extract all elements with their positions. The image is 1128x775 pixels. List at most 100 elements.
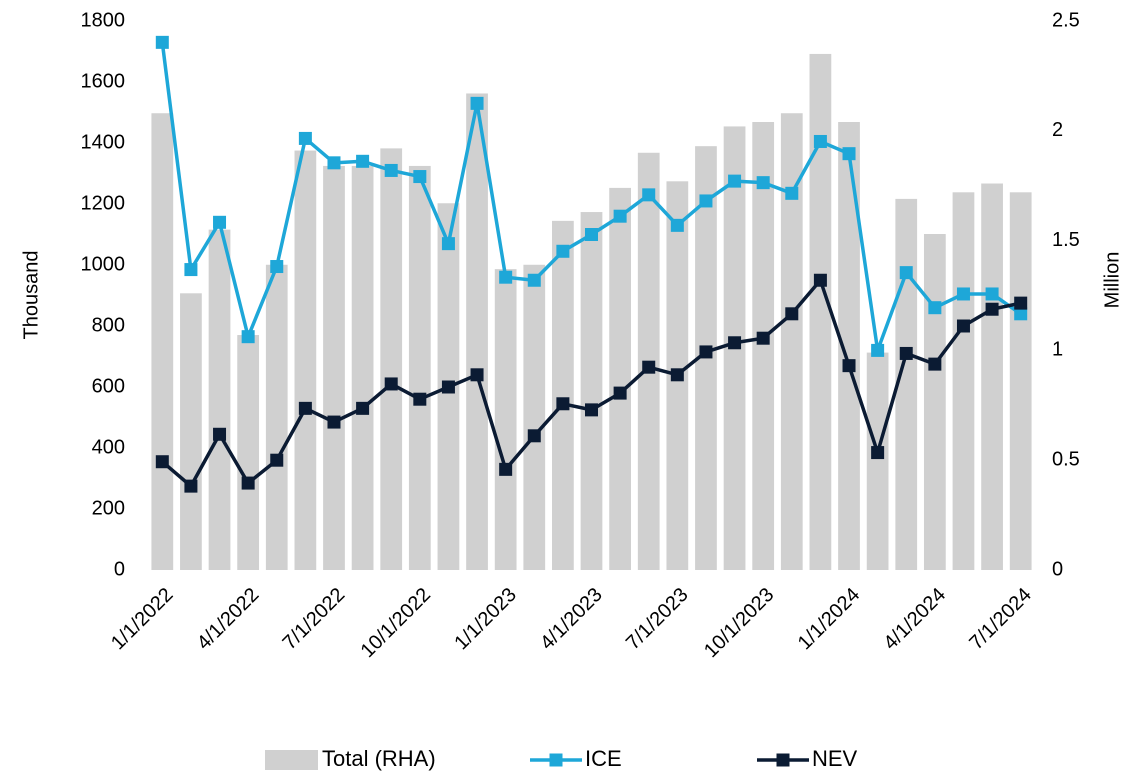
y2-tick-label: 2 [1052,119,1063,141]
marker [642,188,656,202]
marker [899,266,913,280]
marker [899,346,913,360]
marker [956,287,970,301]
marker [871,446,885,460]
x-tick-label: 7/1/2022 [279,584,350,655]
y-tick-label: 200 [92,497,125,519]
marker [756,331,770,345]
marker [298,131,312,145]
marker [813,134,827,148]
bars [151,53,1032,571]
bar [494,269,517,570]
bar [923,234,946,570]
marker [470,96,484,110]
legend: Total (RHA) ICE NEV [265,746,858,771]
marker [413,170,427,184]
marker [642,360,656,374]
marker [785,307,799,321]
legend-label: ICE [585,746,622,771]
marker [728,174,742,188]
y2-axis-title: Million [1101,252,1123,309]
y-tick-label: 1000 [81,253,126,275]
lines [155,35,1028,493]
marker [871,343,885,357]
bar [981,183,1003,570]
y2-tick-label: 2.5 [1052,9,1080,31]
y-axis-title: Thousand [20,251,42,340]
marker [441,237,455,251]
bar [208,229,231,570]
marker [155,455,169,469]
marker [928,357,942,371]
y-tick-label: 1400 [81,131,126,153]
marker [155,35,169,49]
bar [952,192,975,570]
x-tick-label: 10/1/2022 [357,584,435,662]
x-tick-label: 7/1/2023 [622,584,693,655]
bar [809,53,832,570]
marker [213,215,227,229]
marker [1014,307,1028,321]
x-tick-label: 1/1/2023 [450,584,521,655]
bar [523,264,546,570]
legend-swatch-marker [549,753,563,767]
marker [527,429,541,443]
legend-label: Total (RHA) [322,746,436,771]
x-tick-label: 4/1/2024 [880,584,951,655]
marker [241,476,255,490]
legend-label: NEV [812,746,858,771]
bar [552,220,574,570]
marker [813,273,827,287]
x-tick-label: 1/1/2024 [794,584,865,655]
y-tick-label: 1800 [81,9,126,31]
marker [356,401,370,415]
marker [585,228,598,241]
legend-swatch-marker [776,753,790,767]
marker [613,386,627,400]
bar [609,187,631,570]
marker [441,380,455,394]
bar [1009,192,1032,570]
y2-tick-label: 1.5 [1052,229,1080,251]
marker [699,194,713,208]
marker [728,336,742,350]
bar [838,122,860,571]
bar [466,93,488,570]
y-tick-label: 600 [92,375,125,397]
bar [580,212,603,570]
bar [237,335,260,570]
y-tick-label: 800 [92,314,125,336]
marker [670,368,684,382]
marker [213,427,227,441]
marker [756,176,770,190]
y-tick-label: 0 [114,558,125,580]
bar [151,113,174,571]
marker [470,368,484,382]
marker [785,186,799,200]
marker [527,273,541,287]
bar [752,122,775,571]
marker [499,462,513,476]
marker [670,218,684,232]
x-tick-label: 7/1/2024 [965,584,1036,655]
marker [413,392,427,406]
marker [613,209,627,223]
marker [499,270,513,284]
bar [380,148,403,571]
marker [241,330,255,344]
y-tick-label: 400 [92,436,125,458]
y2-tick-label: 0.5 [1052,448,1080,470]
marker [985,287,999,301]
marker [327,415,341,429]
marker [956,319,970,333]
bar [866,352,889,570]
marker [556,397,570,411]
marker [298,401,312,415]
marker [270,453,284,467]
bar [294,150,317,570]
marker [556,244,570,258]
marker [928,301,942,315]
marker [184,479,198,493]
marker [585,403,598,417]
